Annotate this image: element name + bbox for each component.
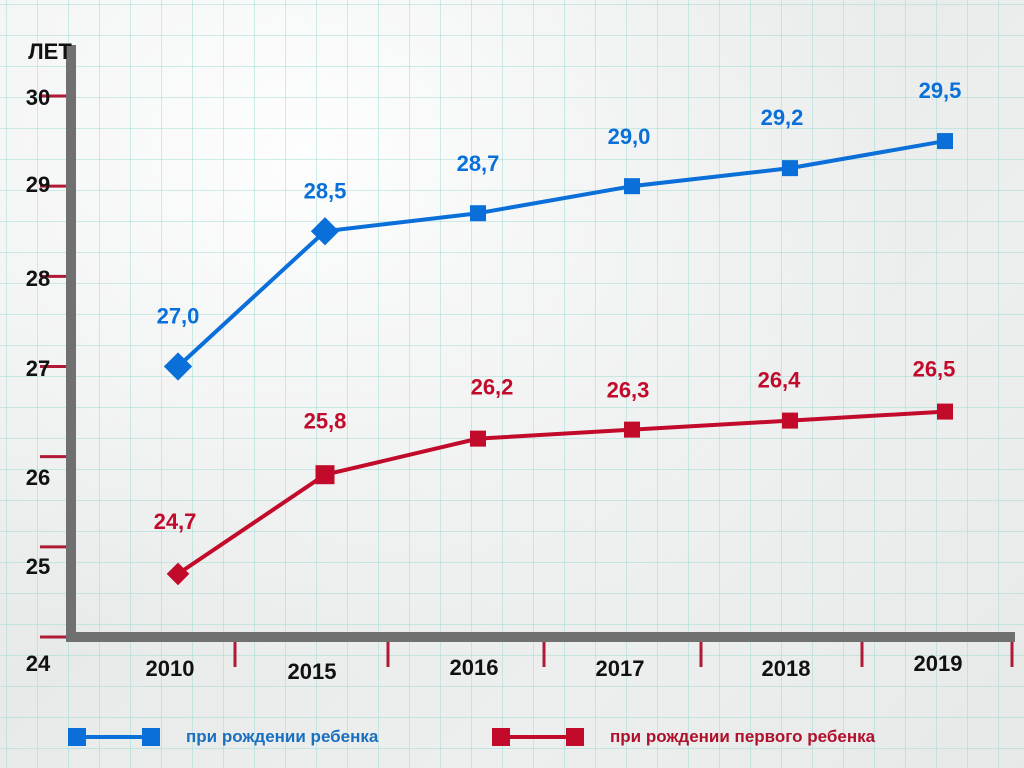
legend-marker-icon xyxy=(566,728,584,746)
data-label: 26,5 xyxy=(913,357,956,382)
y-tick-label: 26 xyxy=(26,465,50,490)
series-line xyxy=(176,409,946,576)
data-point-marker xyxy=(782,412,798,429)
x-tick-label: 2017 xyxy=(596,656,645,681)
y-tick-label: 29 xyxy=(26,172,50,197)
legend-item-series-2: при рождении первого ребенка xyxy=(492,722,875,752)
y-tick-label: 24 xyxy=(26,651,51,676)
x-axis-ticks: 2010 2015 2016 2017 2018 2019 xyxy=(146,642,1014,684)
data-point-marker xyxy=(470,205,486,222)
y-axis-ticks: 24 25 26 27 28 29 30 xyxy=(26,85,66,676)
data-label: 26,3 xyxy=(607,378,650,403)
series-2: 24,7 25,8 26,2 26,3 26,4 26,5 xyxy=(154,357,956,586)
data-label: 24,7 xyxy=(154,509,197,534)
legend-swatch-blue-icon xyxy=(68,726,160,748)
y-axis-unit-label: ЛЕТ xyxy=(28,39,72,64)
data-label: 29,0 xyxy=(608,124,651,149)
series-line xyxy=(176,139,946,368)
data-point-marker xyxy=(624,421,640,438)
data-label: 26,2 xyxy=(471,375,514,400)
data-label: 29,2 xyxy=(761,105,804,130)
y-axis-line xyxy=(66,45,76,642)
x-tick-label: 2016 xyxy=(450,655,499,680)
y-tick-label: 25 xyxy=(26,554,50,579)
y-tick-label: 28 xyxy=(26,266,50,291)
x-tick-label: 2010 xyxy=(146,656,195,681)
data-label: 26,4 xyxy=(758,368,802,393)
x-tick-label: 2019 xyxy=(914,651,963,676)
data-label: 28,7 xyxy=(457,151,500,176)
data-label: 27,0 xyxy=(157,304,200,329)
axes xyxy=(66,45,1015,642)
data-label: 28,5 xyxy=(304,178,347,203)
data-label: 25,8 xyxy=(304,409,347,434)
legend-marker-icon xyxy=(142,728,160,746)
legend-label: при рождении ребенка xyxy=(186,727,379,746)
legend-marker-icon xyxy=(492,728,510,746)
legend-marker-icon xyxy=(68,728,86,746)
data-point-marker xyxy=(166,562,190,586)
x-tick-label: 2018 xyxy=(762,656,811,681)
data-point-marker xyxy=(624,178,640,195)
legend-swatch-red-icon xyxy=(492,726,584,748)
data-label: 29,5 xyxy=(919,78,962,103)
y-tick-label: 30 xyxy=(26,85,50,110)
x-tick-label: 2015 xyxy=(288,659,337,684)
data-point-marker xyxy=(315,465,335,485)
series-1: 27,0 28,5 28,7 29,0 29,2 29,5 xyxy=(157,78,962,381)
data-point-marker xyxy=(782,160,798,177)
y-tick-label: 27 xyxy=(26,356,50,381)
data-point-marker xyxy=(470,430,486,447)
legend-label: при рождении первого ребенка xyxy=(610,727,876,746)
data-point-marker xyxy=(937,133,953,150)
data-point-marker xyxy=(937,403,953,420)
legend-item-series-1: при рождении ребенка xyxy=(68,722,378,752)
x-axis-line xyxy=(66,632,1015,642)
series-layer: 27,0 28,5 28,7 29,0 29,2 29,5 24,7 25,8 26,2 26,3… xyxy=(154,78,962,586)
